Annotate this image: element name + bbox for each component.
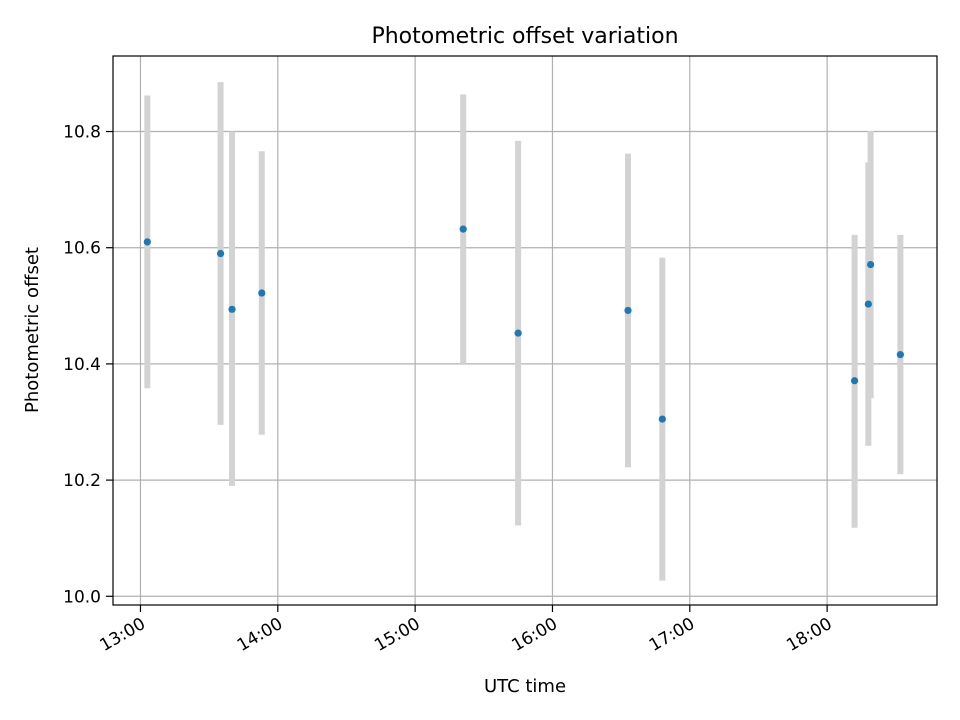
data-point	[864, 300, 872, 308]
y-tick-label: 10.8	[63, 123, 101, 143]
data-point	[867, 260, 875, 269]
plot-frame	[112, 55, 938, 606]
data-point	[896, 351, 904, 359]
data-point	[143, 238, 151, 246]
data-point	[624, 306, 632, 315]
y-tick-label: 10.0	[63, 587, 101, 607]
data-point	[258, 289, 266, 297]
y-tick-label: 10.6	[63, 239, 101, 259]
x-axis-label: UTC time	[484, 676, 566, 697]
y-tick-label: 10.2	[63, 471, 101, 491]
data-point	[216, 249, 225, 258]
y-axis-label: Photometric offset	[22, 247, 43, 413]
grid-layer	[113, 56, 937, 605]
data-point	[658, 415, 666, 423]
point-layer	[143, 225, 904, 423]
chart-title: Photometric offset variation	[371, 24, 678, 49]
y-tick-label: 10.4	[63, 355, 101, 375]
data-point	[514, 329, 522, 337]
data-point	[851, 377, 859, 385]
data-point	[459, 225, 467, 233]
data-point	[228, 305, 236, 313]
